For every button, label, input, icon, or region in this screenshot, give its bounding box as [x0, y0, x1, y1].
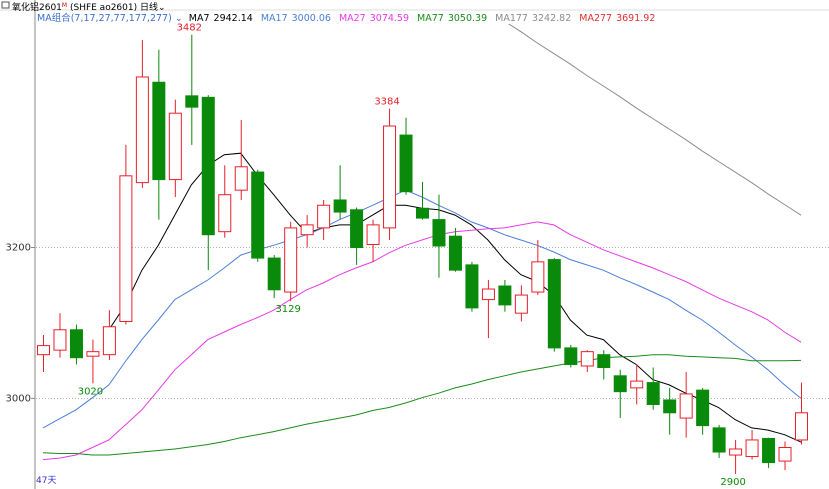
- candle-body: [251, 171, 265, 259]
- candle-body: [416, 207, 429, 219]
- y-tick-label: 3200: [6, 243, 31, 254]
- legend-name: MA77: [417, 13, 444, 24]
- candle-body: [119, 175, 133, 322]
- candle-body: [432, 219, 446, 247]
- candle-body: [102, 326, 116, 356]
- y-tick-label: 3000: [6, 393, 31, 404]
- candle-body: [663, 399, 677, 414]
- candle-body: [218, 194, 232, 233]
- candle-body: [300, 224, 314, 236]
- candle-body: [448, 235, 462, 271]
- candle-body: [168, 112, 182, 181]
- legend-name: MA17: [260, 13, 288, 24]
- candle-body: [53, 329, 67, 351]
- legend-value: 3242.82: [531, 13, 572, 24]
- candle-body: [547, 259, 561, 349]
- candle-body: [152, 81, 166, 181]
- candle-body: [498, 285, 512, 306]
- candle-body: [778, 446, 792, 462]
- low-annotation: 3020: [78, 386, 103, 397]
- candle-body: [185, 95, 199, 108]
- instrument-code: (SHFE ao2601): [69, 3, 138, 13]
- candle-body: [762, 437, 776, 464]
- candle-body: [333, 199, 347, 213]
- window-icon: [1, 1, 10, 9]
- candle-body: [597, 354, 611, 369]
- legend-value: 3691.92: [616, 13, 656, 24]
- candle-body: [531, 261, 545, 293]
- legend-dropdown[interactable]: ⌄: [174, 13, 183, 24]
- low-annotation: 2900: [720, 477, 745, 488]
- candle-body: [729, 448, 743, 456]
- candle-body: [679, 393, 693, 419]
- candle-body: [86, 351, 100, 357]
- candle-body: [514, 294, 528, 314]
- candle-body: [613, 375, 627, 393]
- legend: MA组合(7,17,27,77,177,277) ⌄ MA7 2942.14 MA17…: [37, 12, 663, 25]
- ma-line: [42, 221, 802, 461]
- legend-name: MA277: [579, 13, 613, 24]
- candle-body: [69, 329, 83, 359]
- legend-value: 3074.59: [369, 13, 410, 24]
- legend-value: 3050.39: [447, 13, 488, 24]
- legend-value: 2942.14: [213, 13, 253, 24]
- candle-body: [383, 125, 397, 229]
- candle-body: [350, 209, 364, 249]
- instrument-name: 氧化铝2601: [12, 3, 62, 13]
- candle-body: [481, 288, 495, 301]
- candle-body: [646, 382, 660, 405]
- candle-body: [201, 96, 215, 236]
- candle-body: [564, 347, 578, 365]
- high-annotation: 3482: [177, 23, 202, 34]
- candle-body: [37, 345, 50, 356]
- legend-name: MA27: [338, 13, 366, 24]
- header: 氧化铝2601M (SHFE ao2601) 日线⌄: [2, 0, 166, 13]
- ma-line: [507, 24, 802, 216]
- period-type[interactable]: 日线: [140, 3, 159, 13]
- legend-value: 3000.06: [291, 13, 331, 24]
- candle-body: [580, 351, 594, 367]
- high-annotation: 3384: [374, 97, 399, 108]
- candle-body: [399, 134, 413, 193]
- candle-body: [267, 257, 281, 291]
- candle-body: [465, 264, 479, 309]
- instrument-mark: M: [61, 2, 68, 9]
- legend-name: MA177: [495, 13, 528, 24]
- candle-body: [284, 227, 298, 293]
- legend-name: MA7: [188, 13, 210, 24]
- candle-body: [366, 224, 380, 245]
- candle-body: [696, 389, 710, 427]
- candle-body: [795, 412, 808, 441]
- candle-body: [745, 439, 759, 458]
- period-dropdown[interactable]: ⌄: [158, 3, 166, 13]
- period-count: 47天: [36, 476, 57, 486]
- candle-body: [317, 204, 331, 229]
- candle-body: [630, 380, 644, 389]
- candle-body: [135, 76, 149, 184]
- legend-title[interactable]: MA组合(7,17,27,77,177,277): [37, 13, 172, 24]
- candle-body: [234, 166, 248, 191]
- low-annotation: 3129: [275, 304, 300, 315]
- candle-body: [712, 427, 726, 453]
- ma-line: [42, 354, 802, 456]
